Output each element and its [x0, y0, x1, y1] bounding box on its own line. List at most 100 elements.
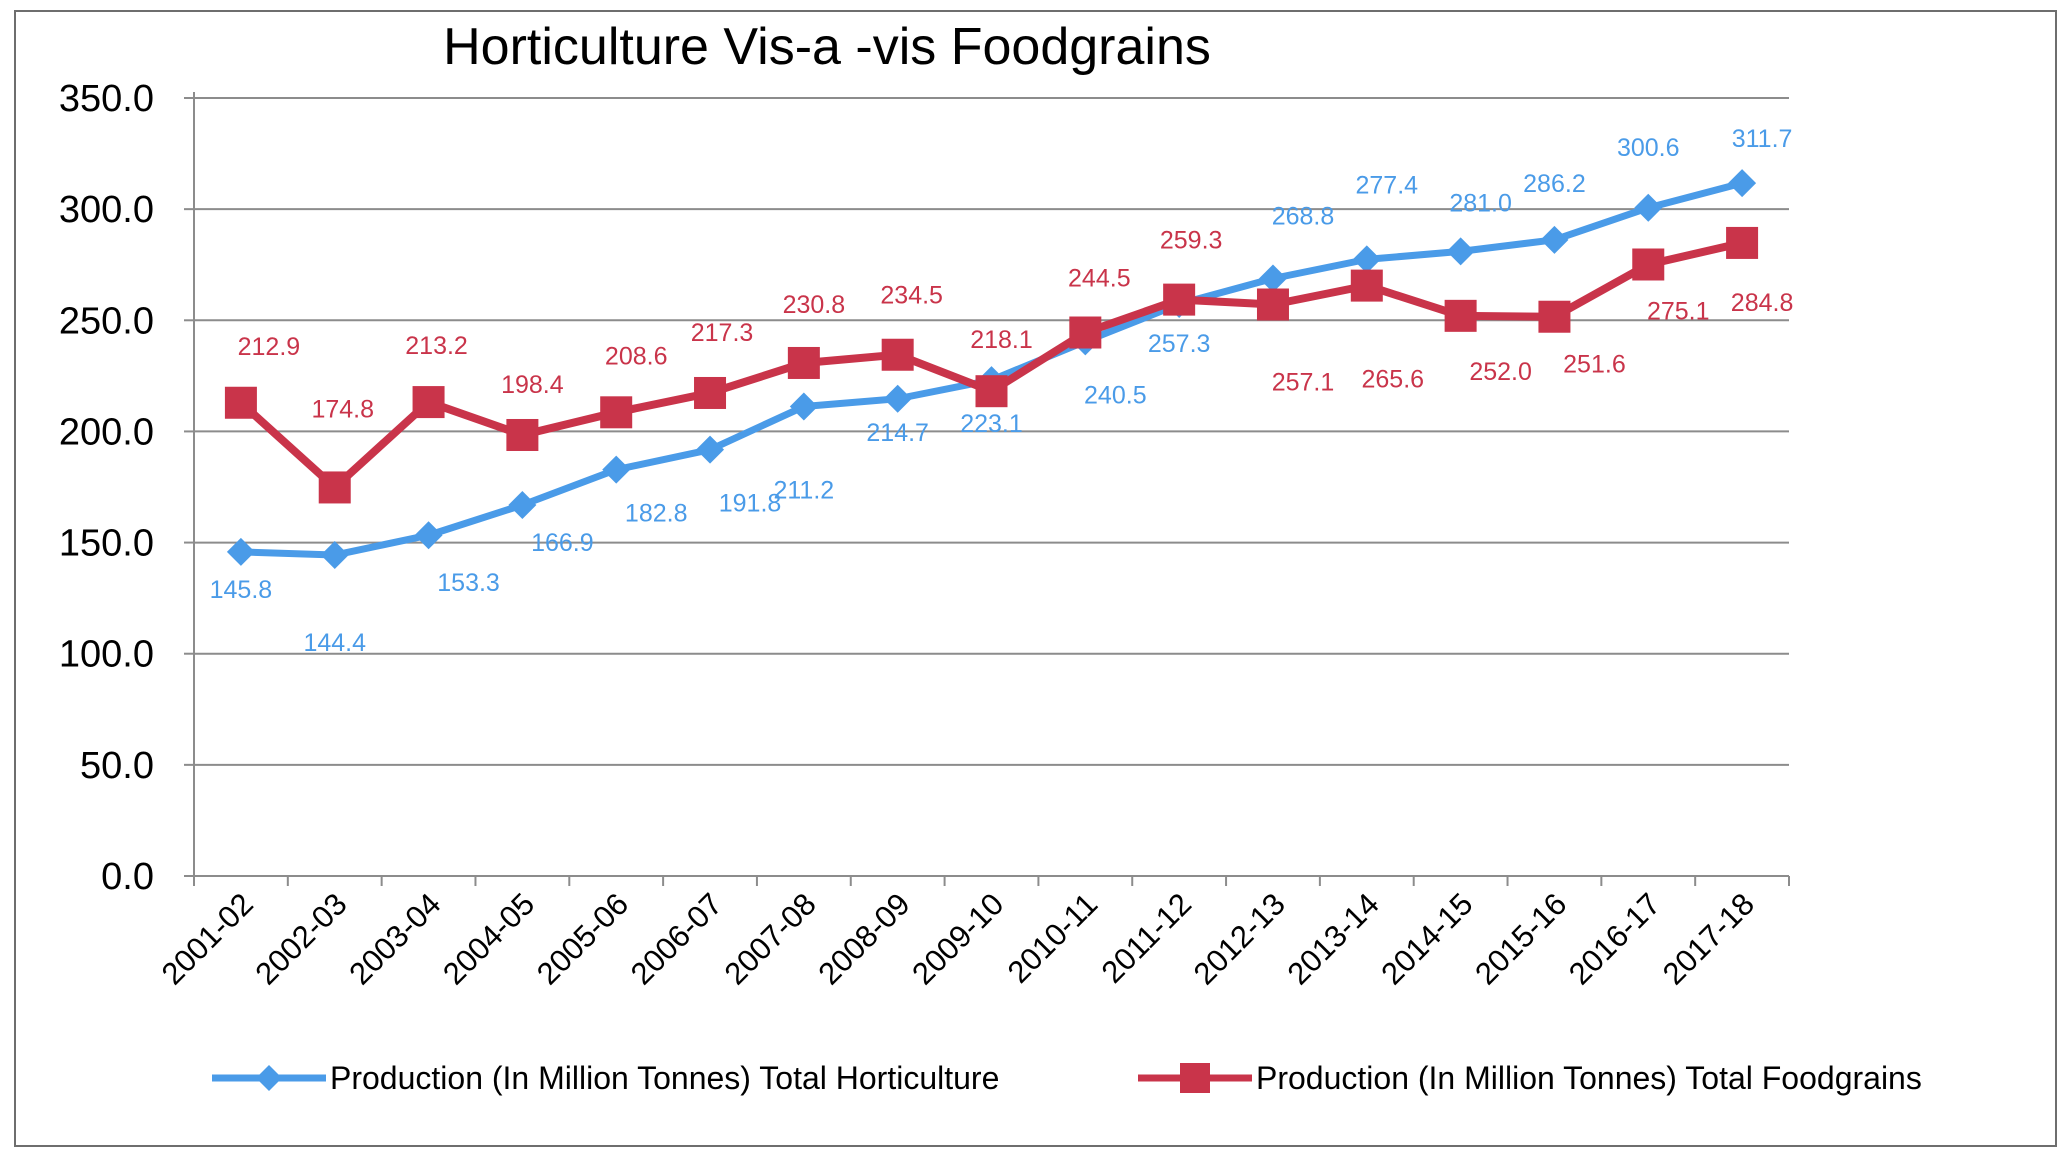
legend-foodgrains-marker [1180, 1063, 1210, 1093]
horticulture-data-label: 286.2 [1523, 170, 1586, 198]
x-tick-label: 2003-04 [342, 886, 447, 991]
horticulture-data-label: 145.8 [210, 576, 273, 604]
horticulture-data-label: 182.8 [625, 500, 688, 528]
horticulture-point [1634, 193, 1663, 222]
horticulture-data-label: 257.3 [1148, 330, 1211, 358]
horticulture-data-label: 214.7 [866, 419, 929, 447]
y-tick-label: 150.0 [59, 523, 154, 565]
y-tick-label: 100.0 [59, 634, 154, 676]
foodgrains-data-label: 198.4 [501, 371, 564, 399]
foodgrains-data-label: 208.6 [605, 342, 668, 370]
foodgrains-data-label: 212.9 [238, 333, 301, 361]
legend: Production (In Million Tonnes) Total Hor… [212, 1060, 1922, 1096]
horticulture-data-label: 311.7 [1732, 125, 1793, 153]
x-tick-label: 2010-11 [1001, 886, 1105, 990]
horticulture-point [320, 541, 349, 570]
horticulture-point [1728, 169, 1757, 198]
x-tick-label: 2014-15 [1374, 886, 1479, 991]
horticulture-point [1258, 264, 1287, 293]
foodgrains-data-label: 230.8 [783, 291, 846, 319]
chart-title: Horticulture Vis-a -vis Foodgrains [443, 18, 1211, 76]
foodgrains-data-label: 217.3 [691, 319, 754, 347]
x-tick-label: 2001-02 [155, 886, 260, 991]
foodgrains-point [1632, 248, 1665, 281]
horticulture-point [1446, 237, 1475, 266]
foodgrains-point [1163, 283, 1196, 316]
horticulture-point [789, 392, 818, 421]
foodgrains-point [1726, 226, 1759, 259]
x-tick-label: 2013-14 [1281, 886, 1386, 991]
foodgrains-point [881, 338, 914, 371]
horticulture-point [1540, 225, 1569, 254]
horticulture-data-label: 300.6 [1617, 134, 1680, 162]
horticulture-data-label: 144.4 [303, 629, 366, 657]
x-tick-label: 2002-03 [248, 886, 353, 991]
foodgrains-data-label: 218.1 [970, 326, 1033, 354]
foodgrains-point [694, 376, 727, 409]
horticulture-data-label: 277.4 [1356, 171, 1419, 199]
foodgrains-point [224, 386, 257, 419]
foodgrains-data-label: 234.5 [880, 282, 943, 310]
x-tick-label: 2004-05 [436, 886, 541, 991]
horticulture-point [508, 491, 537, 520]
foodgrains-data-label: 257.1 [1272, 369, 1335, 397]
foodgrains-data-label: 265.6 [1362, 366, 1425, 394]
horticulture-point [226, 537, 255, 566]
horticulture-data-label: 166.9 [531, 529, 594, 557]
foodgrains-data-label: 284.8 [1731, 289, 1794, 317]
foodgrains-data-label: 259.3 [1160, 227, 1223, 255]
foodgrains-point [787, 346, 820, 379]
horticulture-data-label: 240.5 [1084, 381, 1147, 409]
foodgrains-point [506, 418, 539, 451]
x-tick-label: 2011-12 [1095, 886, 1199, 990]
x-tick-label: 2015-16 [1468, 886, 1573, 991]
y-tick-label: 350.0 [59, 78, 154, 120]
x-tick-label: 2016-17 [1562, 886, 1667, 991]
y-tick-label: 50.0 [80, 745, 154, 787]
foodgrains-point [600, 396, 633, 429]
chart-frame: Horticulture Vis-a -vis Foodgrains 0.0 50… [14, 10, 2057, 1147]
foodgrains-point [1256, 288, 1289, 321]
horticulture-point [602, 455, 631, 484]
legend-horticulture-marker [256, 1065, 282, 1091]
horticulture-data-label: 281.0 [1449, 189, 1512, 217]
y-tick-label: 200.0 [59, 411, 154, 453]
x-tick-label: 2005-06 [530, 886, 635, 991]
foodgrains-data-label: 174.8 [311, 395, 374, 423]
y-tick-label: 0.0 [101, 856, 154, 898]
y-tick-label: 300.0 [59, 189, 154, 231]
foodgrains-point [412, 386, 445, 419]
horticulture-data-label: 153.3 [437, 569, 500, 597]
x-tick-label: 2006-07 [624, 886, 729, 991]
gridlines [194, 97, 1789, 766]
y-tick-label: 250.0 [59, 300, 154, 342]
x-tick-label: 2009-10 [905, 886, 1010, 991]
horticulture-data-label: 191.8 [719, 490, 782, 518]
x-tick-label: 2007-08 [718, 886, 823, 991]
foodgrains-point [1350, 269, 1383, 302]
foodgrains-point [1538, 300, 1571, 333]
line-chart: Horticulture Vis-a -vis Foodgrains 0.0 50… [59, 18, 1922, 1096]
axes: 0.0 50.0 100.0 150.0 200.0 250.0 300.0 350.0 200… [59, 78, 1790, 991]
legend-horticulture-label: Production (In Million Tonnes) Total Hor… [330, 1060, 999, 1096]
foodgrains-data-label: 252.0 [1469, 358, 1532, 386]
foodgrains-point [1444, 299, 1477, 332]
horticulture-point [696, 435, 725, 464]
foodgrains-point [318, 471, 351, 504]
horticulture-point [1352, 245, 1381, 274]
legend-foodgrains-label: Production (In Million Tonnes) Total Foo… [1256, 1060, 1922, 1096]
foodgrains-point [975, 375, 1008, 408]
x-tick-label: 2012-13 [1187, 886, 1292, 991]
horticulture-data-label: 268.8 [1272, 202, 1335, 230]
series-lines [224, 169, 1759, 570]
horticulture-point [883, 384, 912, 413]
horticulture-data-label: 223.1 [960, 410, 1023, 438]
foodgrains-data-label: 275.1 [1647, 297, 1710, 325]
foodgrains-data-label: 244.5 [1068, 265, 1131, 293]
foodgrains-data-label: 251.6 [1563, 351, 1626, 379]
foodgrains-data-label: 213.2 [405, 332, 468, 360]
horticulture-point [414, 521, 443, 550]
foodgrains-point [1069, 316, 1102, 349]
horticulture-data-label: 211.2 [773, 477, 834, 505]
